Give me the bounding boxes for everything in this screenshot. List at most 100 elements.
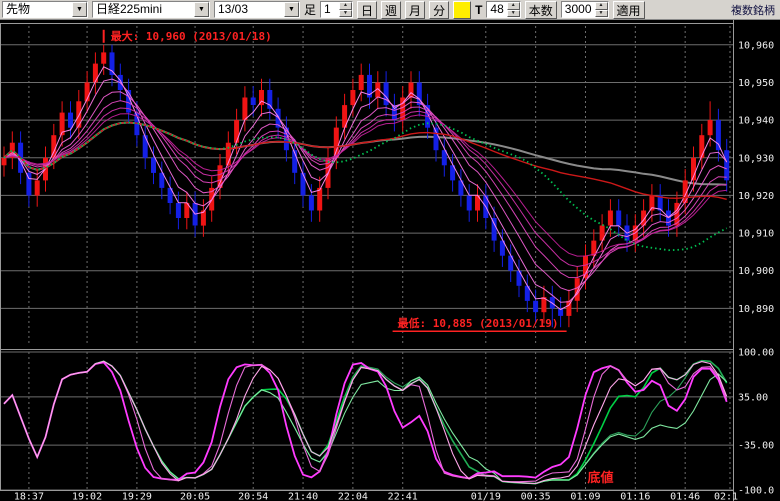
instrument-select[interactable]: 日経225mini ▼ — [92, 1, 210, 18]
time-tick-label: 02:1 — [714, 492, 738, 501]
tick-count-spinner[interactable]: 48 ▲ ▼ — [486, 1, 521, 18]
apply-button[interactable]: 適用 — [612, 0, 645, 19]
oscillator-tick-label: -100.0 — [738, 486, 774, 497]
candle-body — [59, 112, 65, 136]
candle-body — [508, 255, 514, 271]
period-minute-button[interactable]: 分 — [429, 0, 450, 19]
spin-down-icon[interactable]: ▼ — [594, 9, 608, 17]
spin-down-icon[interactable]: ▼ — [339, 9, 353, 17]
tick-label: T — [475, 2, 483, 17]
ema-ribbon-line — [3, 91, 727, 292]
candle-body — [599, 225, 605, 241]
candle-body — [524, 285, 530, 301]
candle-body — [499, 240, 505, 256]
time-tick-label: 00:35 — [521, 492, 551, 501]
price-tick-label: 10,900 — [738, 266, 774, 277]
candle-body — [242, 97, 248, 121]
candle-body — [691, 157, 696, 181]
candle-body — [583, 255, 588, 279]
candle-body — [516, 270, 522, 286]
candle-body — [358, 74, 364, 90]
chevron-down-icon[interactable]: ▼ — [194, 2, 209, 17]
ema-ribbon-line — [3, 66, 728, 311]
candle-body — [68, 112, 73, 128]
candle-body — [101, 52, 107, 64]
multi-symbol-link[interactable]: 複数銘柄 — [731, 4, 775, 17]
candle-body — [342, 105, 348, 128]
spinner-arrows: ▲ ▼ — [506, 2, 520, 17]
spin-up-icon[interactable]: ▲ — [506, 2, 520, 10]
price-tick-label: 10,950 — [738, 78, 774, 89]
spin-up-icon[interactable]: ▲ — [594, 2, 608, 10]
sma-green-line — [3, 121, 728, 252]
candle-body — [475, 195, 480, 211]
instrument-type-select[interactable]: 先物 ▼ — [2, 1, 88, 18]
candle-body — [159, 172, 165, 188]
bar-count-button[interactable]: 本数 — [524, 0, 557, 19]
period-month-button[interactable]: 月 — [405, 0, 426, 19]
candle-body — [109, 52, 115, 75]
time-tick-label: 01/19 — [471, 492, 501, 501]
spin-down-icon[interactable]: ▼ — [506, 9, 520, 17]
candle-body — [92, 63, 98, 83]
candle-body — [383, 82, 389, 106]
chart-area: 10,960 10,950 10,940 10,930 10,920 10,910 10,9… — [0, 20, 780, 501]
chevron-down-icon[interactable]: ▼ — [72, 2, 87, 17]
price-tick-label: 10,890 — [738, 304, 774, 315]
price-tick-label: 10,930 — [738, 153, 774, 164]
contract-month-select[interactable]: 13/03 ▼ — [214, 1, 300, 18]
time-tick-label: 19:02 — [72, 492, 102, 501]
time-tick-label: 18:37 — [14, 492, 44, 501]
candle-body — [458, 180, 464, 196]
instrument-type-value: 先物 — [6, 2, 31, 16]
spinner-arrows: ▲ ▼ — [594, 2, 608, 17]
candle-body — [267, 90, 273, 109]
period-week-button[interactable]: 週 — [381, 0, 402, 19]
candle-body — [350, 90, 356, 106]
chart-canvas[interactable]: 10,960 10,950 10,940 10,930 10,920 10,910 10,9… — [0, 20, 780, 501]
tick-mode-button[interactable] — [453, 0, 472, 19]
candle-body — [724, 150, 730, 181]
candle-body — [250, 97, 256, 105]
candle-body — [333, 127, 339, 158]
candle-body — [126, 90, 132, 113]
candle-body — [715, 120, 721, 151]
candle-body — [34, 180, 40, 196]
candle-body — [400, 97, 406, 121]
interval-spinner[interactable]: 1 ▲ ▼ — [320, 1, 354, 18]
candle-body — [441, 150, 447, 166]
spin-up-icon[interactable]: ▲ — [339, 2, 353, 10]
candle-body — [175, 202, 181, 218]
max-annotation: 最大: 10,960 (2013/01/18) — [111, 29, 272, 43]
time-tick-label: 01:09 — [570, 492, 600, 501]
candle-body — [466, 195, 472, 211]
tick-count-value: 48 — [490, 2, 504, 16]
interval-value: 1 — [324, 2, 331, 16]
candle-body — [275, 108, 281, 128]
candle-body — [142, 135, 148, 158]
candle-body — [51, 135, 57, 158]
candle-body — [84, 82, 90, 102]
candle-body — [26, 172, 32, 196]
candle-body — [607, 210, 613, 226]
candle-body — [308, 195, 314, 211]
candle-body — [367, 74, 372, 98]
oscillator-tick-label: 35.00 — [738, 392, 768, 403]
candle-body — [649, 195, 655, 211]
toolbar: 先物 ▼ 日経225mini ▼ 13/03 ▼ 足 1 ▲ ▼ 日 週 月 分… — [0, 0, 780, 20]
candle-body — [641, 210, 647, 226]
price-tick-label: 10,920 — [738, 191, 774, 202]
bar-count-value: 3000 — [564, 2, 592, 16]
candle-body — [450, 165, 456, 181]
period-day-button[interactable]: 日 — [357, 0, 378, 19]
bottom-annotation: 底値 — [588, 470, 614, 486]
bar-type-label: 足 — [304, 3, 317, 17]
candle-body — [408, 82, 414, 98]
candle-body — [433, 127, 439, 151]
instrument-value: 日経225mini — [96, 2, 163, 16]
time-tick-label: 22:04 — [338, 492, 368, 501]
candle-body — [375, 82, 381, 98]
bar-count-spinner[interactable]: 3000 ▲ ▼ — [560, 1, 609, 18]
chevron-down-icon[interactable]: ▼ — [284, 2, 299, 17]
